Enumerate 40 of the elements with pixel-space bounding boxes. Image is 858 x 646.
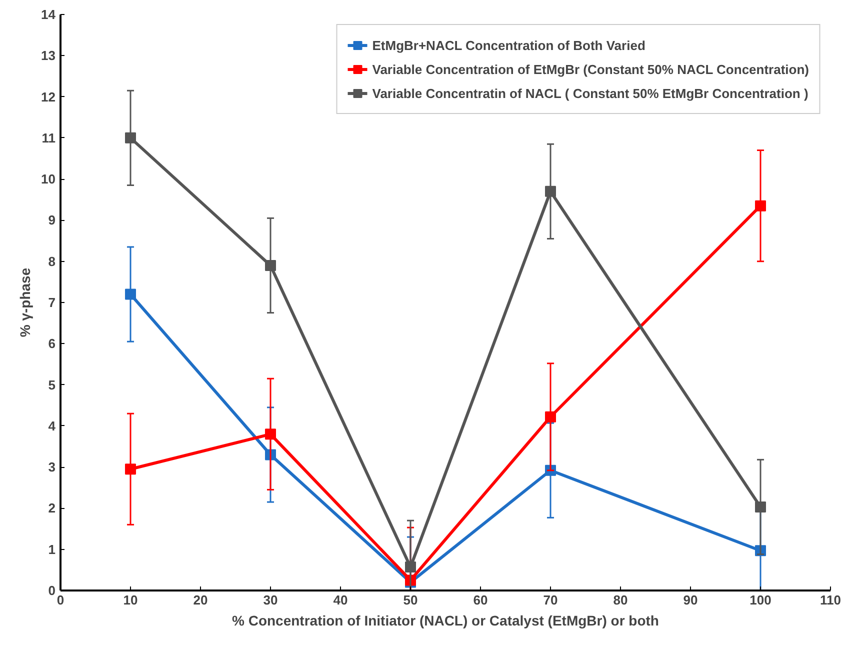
x-tick-label: 10 — [123, 592, 138, 608]
y-tick-label: 5 — [48, 377, 56, 392]
y-tick-label: 10 — [41, 172, 56, 187]
x-tick-label: 30 — [263, 592, 278, 608]
point — [125, 132, 136, 144]
point — [545, 186, 556, 197]
x-axis-title: % Concentration of Initiator (NACL) or Catalyst (EtMgBr) or both — [232, 612, 659, 628]
y-tick-label: 14 — [41, 7, 56, 22]
y-tick-label: 8 — [48, 254, 56, 269]
x-tick-label: 70 — [543, 592, 558, 608]
x-tick-label: 90 — [683, 592, 698, 608]
x-tick-label: 20 — [193, 592, 208, 608]
x-tick-label: 50 — [403, 592, 418, 608]
x-tick-label: 40 — [333, 592, 348, 608]
point — [265, 260, 276, 271]
point — [755, 501, 766, 512]
x-tick-label: 110 — [820, 592, 841, 608]
legend-label: Variable Concentration of EtMgBr (Constant 50% NACL Concentration) — [372, 62, 809, 76]
y-tick-label: 1 — [48, 542, 56, 557]
y-tick-label: 13 — [41, 48, 56, 64]
point — [125, 464, 136, 475]
y-tick-label: 7 — [48, 295, 56, 310]
y-tick-label: 2 — [48, 500, 56, 516]
x-tick-label: 100 — [750, 592, 772, 608]
y-tick-label: 6 — [48, 336, 56, 352]
legend-label: EtMgBr+NACL Concentration of Both Varied — [372, 38, 646, 52]
y-tick-label: 4 — [48, 418, 56, 434]
point — [755, 200, 766, 212]
legend-label: Variable Concentratin of NACL ( Constant 50% EtMgBr Concentration ) — [372, 86, 808, 100]
x-tick-label: 80 — [613, 592, 628, 608]
x-tick-label: 60 — [473, 592, 488, 608]
y-tick-label: 3 — [48, 460, 56, 475]
y-axis-title: % γ-phase — [17, 268, 34, 338]
y-tick-label: 0 — [48, 583, 56, 598]
y-tick-label: 12 — [41, 89, 56, 104]
y-tick-label: 9 — [48, 212, 56, 228]
y-tick-label: 11 — [42, 130, 56, 146]
point — [405, 562, 416, 573]
point — [265, 428, 276, 440]
point — [125, 288, 136, 300]
